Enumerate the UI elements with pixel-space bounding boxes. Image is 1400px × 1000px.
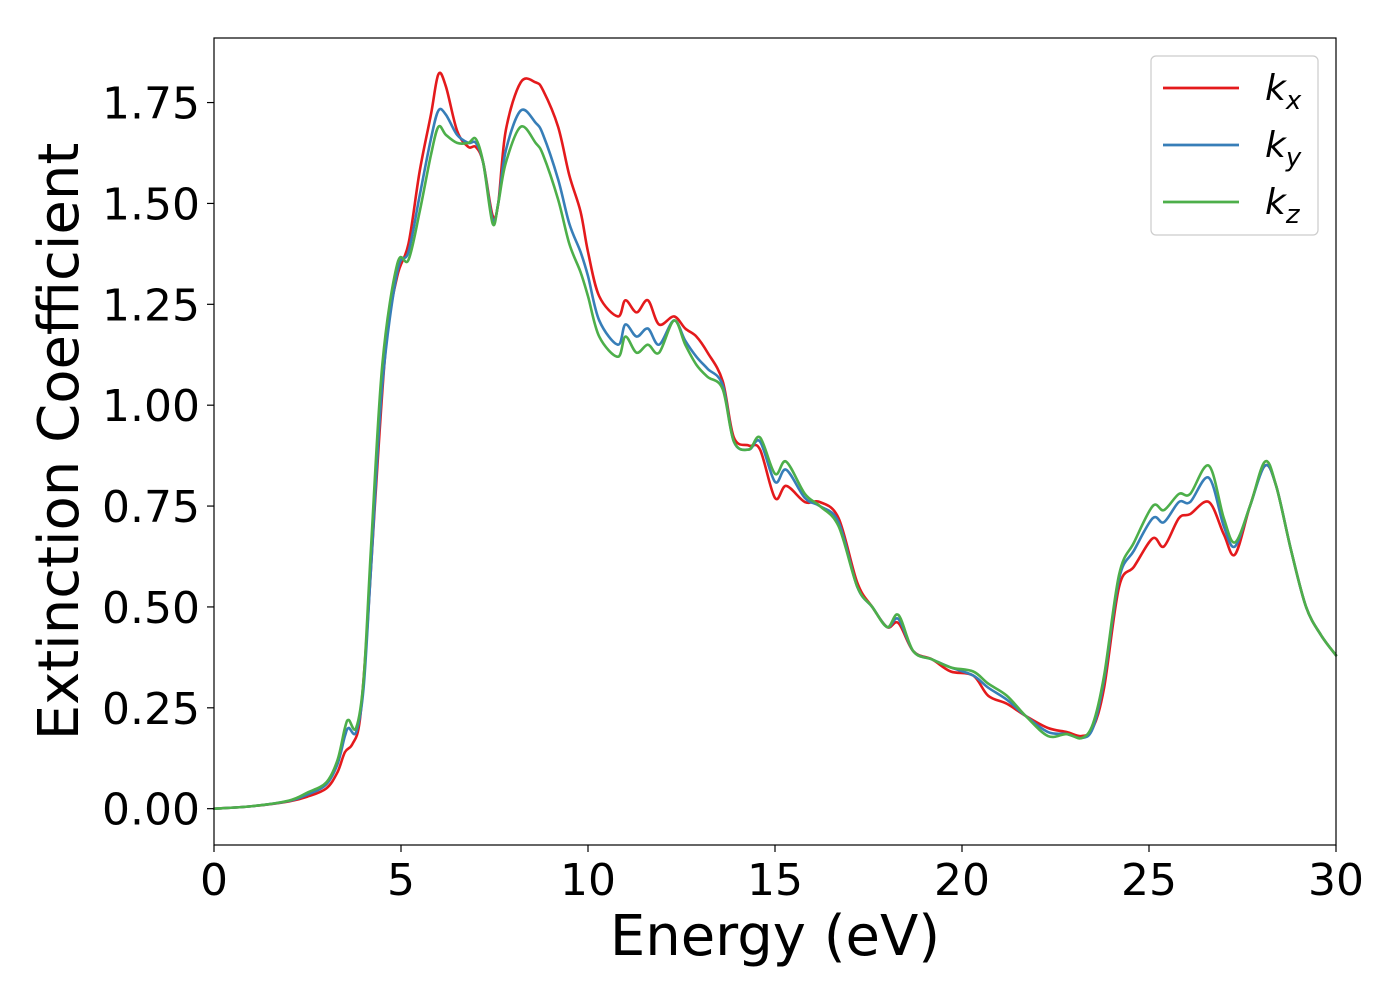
ticks-layer: 0 5 10 15 20 25 30 0.00 0.25 0.50 0.75 1.00 1.25 1.50… (102, 79, 1364, 906)
legend-label-kz: kz (1265, 182, 1301, 230)
series-line-ky (212, 107, 1338, 810)
x-tick-label: 30 (1308, 855, 1364, 906)
y-axis-title: Extinction Coefficient (27, 143, 92, 741)
y-tick-label: 1.50 (102, 179, 200, 230)
x-tick-label: 0 (200, 855, 228, 906)
x-tick-label: 10 (560, 855, 616, 906)
x-axis-title: Energy (eV) (610, 904, 940, 969)
series-line-kz (212, 124, 1338, 810)
legend: kx ky kz (1150, 55, 1319, 236)
x-tick-label: 15 (747, 855, 803, 906)
y-tick-label: 0.25 (102, 684, 200, 735)
legend-label-kx: kx (1265, 68, 1302, 116)
series-line-kx (212, 71, 1338, 810)
y-tick-label: 0.00 (102, 785, 200, 836)
y-tick-label: 1.75 (102, 79, 200, 130)
x-tick-label: 20 (934, 855, 990, 906)
legend-label-ky: ky (1265, 125, 1302, 173)
y-tick-label: 0.75 (102, 482, 200, 533)
x-tick-label: 25 (1121, 855, 1177, 906)
series-layer (212, 71, 1338, 810)
y-tick-label: 1.25 (102, 280, 200, 331)
y-tick-label: 1.00 (102, 381, 200, 432)
x-tick-label: 5 (387, 855, 415, 906)
y-tick-label: 0.50 (102, 583, 200, 634)
